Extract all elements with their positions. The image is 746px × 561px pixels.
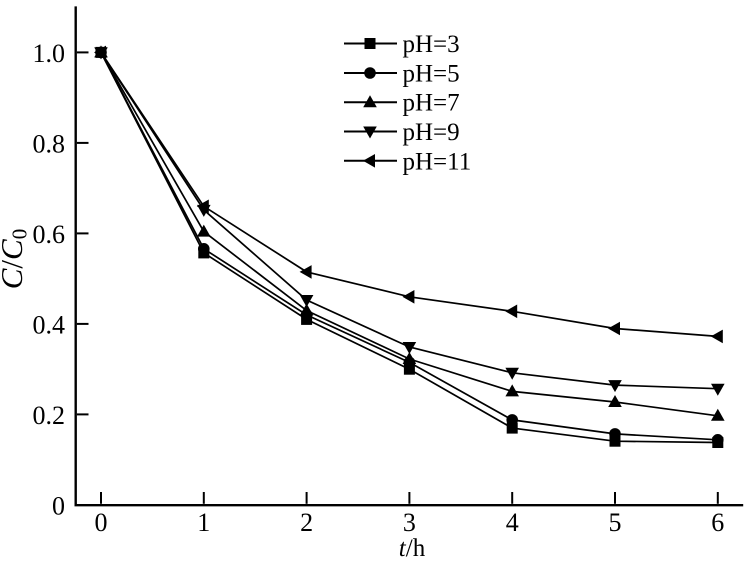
svg-text:0.4: 0.4 (33, 310, 66, 339)
svg-text:pH=5: pH=5 (403, 61, 460, 88)
svg-text:2: 2 (300, 508, 313, 537)
svg-text:pH=9: pH=9 (403, 119, 460, 146)
svg-text:pH=7: pH=7 (403, 90, 460, 117)
svg-text:4: 4 (506, 508, 519, 537)
svg-text:0.6: 0.6 (33, 220, 66, 249)
svg-text:0: 0 (52, 492, 65, 521)
svg-text:6: 6 (711, 508, 724, 537)
svg-text:C/C0: C/C0 (0, 229, 32, 290)
svg-text:0.8: 0.8 (33, 129, 66, 158)
svg-text:1.0: 1.0 (33, 39, 66, 68)
svg-text:1: 1 (197, 508, 210, 537)
svg-text:5: 5 (609, 508, 622, 537)
svg-text:pH=11: pH=11 (403, 148, 472, 175)
svg-text:3: 3 (403, 508, 416, 537)
svg-text:0.2: 0.2 (33, 401, 66, 430)
svg-text:pH=3: pH=3 (403, 31, 460, 58)
svg-text:0: 0 (95, 508, 108, 537)
svg-text:t/h: t/h (399, 535, 426, 561)
